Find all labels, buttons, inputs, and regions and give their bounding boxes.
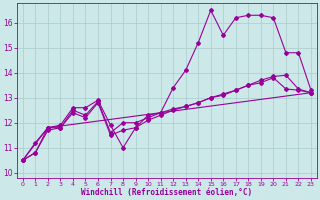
X-axis label: Windchill (Refroidissement éolien,°C): Windchill (Refroidissement éolien,°C) [81, 188, 252, 197]
